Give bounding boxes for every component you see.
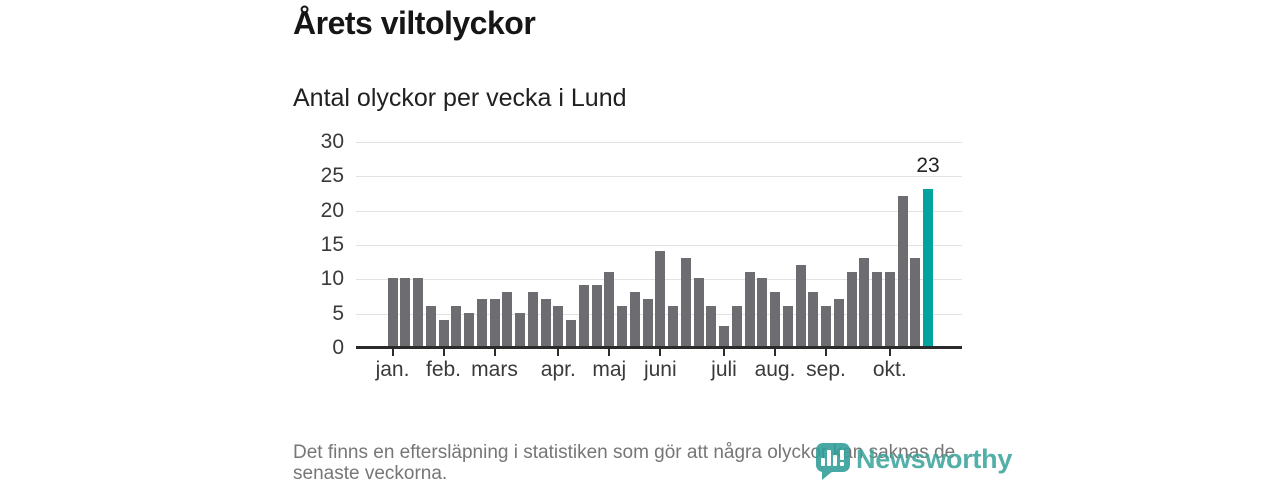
x-axis-tick-sep — [825, 349, 827, 356]
bar-week-26 — [706, 305, 717, 347]
bar-week-12 — [527, 292, 538, 347]
highlight-value-label: 23 — [916, 154, 940, 177]
bar-week-24 — [680, 257, 691, 347]
x-axis-label-jan: jan. — [375, 358, 410, 381]
bar-week-4 — [425, 305, 436, 347]
logo-exclamation-icon — [840, 450, 844, 460]
bar-week-8 — [476, 298, 487, 347]
y-axis-label-15: 15 — [320, 233, 344, 256]
bar-week-41 — [897, 195, 908, 347]
x-axis-tick-maj — [608, 349, 611, 356]
x-axis-tick-okt — [888, 349, 891, 356]
bar-week-38 — [859, 257, 870, 347]
bar-week-40 — [884, 271, 895, 347]
y-axis-label-30: 30 — [320, 130, 344, 153]
bar-week-21 — [642, 298, 653, 347]
x-axis-label-feb: feb. — [425, 358, 462, 381]
bar-week-37 — [846, 271, 857, 347]
x-axis-label-okt: okt. — [872, 358, 907, 381]
bar-week-23 — [668, 305, 678, 347]
bar-week-29 — [744, 271, 755, 347]
bar-week-36 — [833, 298, 844, 347]
bar-week-28 — [731, 305, 742, 347]
bar-week-14 — [553, 305, 564, 347]
footnote-line-1: Det finns en eftersläpning i statistiken… — [293, 442, 956, 463]
x-axis-label-juli: juli — [711, 358, 737, 381]
bar-week-7 — [464, 312, 474, 347]
bar-week-6 — [451, 305, 462, 347]
bar-week-20 — [629, 292, 640, 347]
bar-week-1 — [387, 278, 398, 347]
x-axis-tick-juli — [723, 349, 725, 356]
x-axis-label-aug: aug. — [754, 358, 796, 381]
y-axis-label-10: 10 — [320, 267, 344, 291]
newsworthy-logo-icon — [816, 443, 850, 480]
bar-week-33 — [795, 264, 806, 347]
bar-week-22 — [655, 250, 666, 347]
bar-week-35 — [821, 305, 831, 347]
gridline-y-15 — [356, 245, 962, 246]
footnote-line-2: senaste veckorna. — [293, 463, 448, 480]
x-axis-tick-feb — [442, 349, 445, 356]
bar-week-16 — [578, 285, 589, 347]
x-axis-label-sep: sep. — [806, 358, 846, 381]
logo-bar-icon — [827, 450, 831, 466]
x-axis-label-maj: maj — [592, 358, 627, 381]
bar-week-18 — [604, 271, 615, 347]
logo-bar-icon — [833, 455, 837, 466]
bar-week-34 — [808, 292, 819, 347]
x-axis-tick-jan — [391, 349, 394, 356]
x-axis-label-mars: mars — [471, 358, 518, 381]
bar-week-17 — [591, 285, 602, 347]
bar-week-31 — [770, 292, 780, 347]
y-axis-label-5: 5 — [332, 301, 344, 325]
logo-bar-icon — [821, 458, 825, 466]
x-axis-label-apr: apr. — [540, 358, 576, 381]
x-axis-tick-aug — [774, 349, 776, 356]
newsworthy-wordmark: Newsworthy — [856, 444, 1013, 474]
bar-week-15 — [566, 319, 576, 347]
bar-week-30 — [757, 278, 768, 347]
bar-week-9 — [489, 298, 500, 347]
bar-week-10 — [502, 292, 513, 347]
x-axis-line — [356, 346, 962, 349]
highlighted-bar-week-43 — [923, 189, 933, 347]
page-title: Årets viltolyckor — [293, 5, 536, 41]
footnote: Det finns en eftersläpning i statistiken… — [293, 442, 993, 480]
bar-week-5 — [438, 319, 449, 347]
bar-week-19 — [617, 305, 627, 347]
gridline-y-30 — [356, 142, 962, 143]
x-axis-label-juni: juni — [643, 358, 677, 381]
y-axis-label-25: 25 — [320, 164, 344, 188]
bar-week-3 — [413, 278, 423, 347]
x-axis-tick-apr — [557, 349, 560, 356]
bar-week-32 — [782, 305, 793, 347]
bar-week-39 — [872, 271, 882, 347]
gridline-y-20 — [356, 210, 962, 212]
gridline-y-25 — [356, 176, 962, 178]
bar-week-27 — [719, 326, 729, 347]
x-axis-tick-mars — [493, 349, 496, 356]
x-axis-tick-juni — [659, 349, 662, 356]
bar-week-42 — [910, 257, 921, 347]
y-axis-label-0: 0 — [332, 336, 344, 359]
bar-week-13 — [540, 298, 551, 347]
logo-exclamation-dot-icon — [840, 462, 844, 466]
y-axis-label-20: 20 — [320, 198, 344, 222]
bar-week-11 — [515, 312, 525, 347]
bar-week-25 — [693, 278, 704, 347]
chart-subtitle: Antal olyckor per vecka i Lund — [293, 84, 627, 112]
bar-week-2 — [400, 278, 411, 347]
